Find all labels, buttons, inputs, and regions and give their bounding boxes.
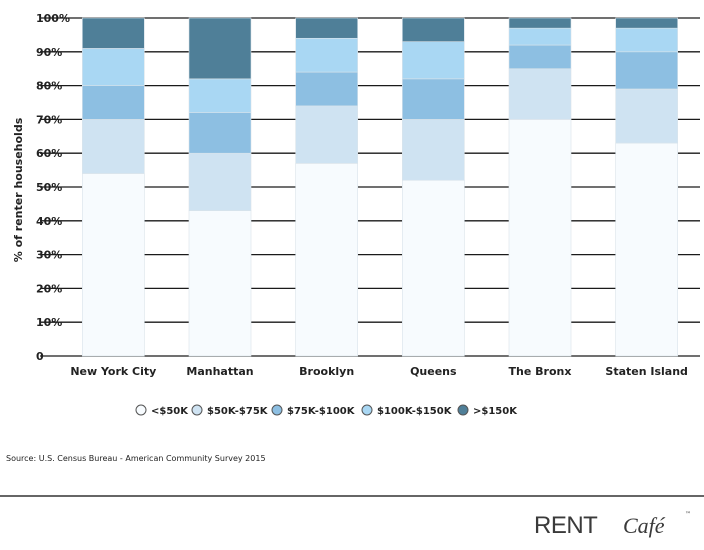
bar-segment — [402, 119, 465, 181]
logo-trademark: ™ — [685, 511, 691, 518]
legend-swatch — [135, 404, 147, 416]
bar-segment — [615, 17, 678, 29]
y-tick-label: 80% — [36, 80, 62, 93]
logo-cafe-text: Café — [623, 513, 666, 538]
bar-segment — [295, 17, 358, 39]
bar-segment — [508, 68, 572, 120]
bar-segment — [82, 119, 145, 174]
bar-segment — [295, 71, 358, 107]
category-label: Manhattan — [186, 365, 253, 378]
y-tick-label: 100% — [36, 12, 70, 25]
y-axis: 0 10% 20% 30% 40% 50% 60% 70% 80% 90% 100% — [36, 12, 70, 363]
logo-rent-text: RENT — [534, 512, 598, 539]
y-tick-label: 40% — [36, 215, 62, 228]
bar-segment — [188, 78, 252, 113]
bar-segment — [188, 210, 252, 357]
category-label: New York City — [70, 365, 156, 378]
grid-lines — [40, 17, 700, 357]
legend-label: $75K-$100K — [287, 406, 356, 417]
legend-label: <$50K — [151, 406, 189, 417]
bar-segment — [295, 163, 358, 357]
bar-segment — [402, 41, 465, 80]
y-tick-label: 10% — [36, 316, 62, 329]
y-tick-label: 70% — [36, 113, 62, 126]
bar-segment — [82, 48, 145, 86]
legend-swatch — [457, 404, 469, 416]
bar-segment — [188, 152, 252, 211]
legend-swatch — [361, 404, 373, 416]
y-tick-label: 60% — [36, 147, 62, 160]
bar-segment — [615, 27, 678, 53]
y-tick-label: 0 — [36, 350, 44, 363]
y-tick-label: 20% — [36, 282, 62, 295]
x-axis: New York City Manhattan Brooklyn Queens The … — [70, 365, 688, 378]
rentcafe-logo: RENT Café ™ — [534, 511, 691, 539]
bars — [82, 17, 678, 357]
legend: <$50K $50K-$75K $75K-$100K $100K-$150K >$150… — [135, 404, 518, 417]
category-label: Staten Island — [605, 365, 688, 378]
bar-segment — [508, 17, 572, 29]
category-label: The Bronx — [509, 365, 572, 378]
y-tick-label: 50% — [36, 181, 62, 194]
bar-segment — [615, 142, 678, 357]
source-note: Source: U.S. Census Bureau - American Co… — [6, 454, 266, 463]
bar-segment — [295, 105, 358, 164]
bar-segment — [615, 88, 678, 144]
bar-segment — [508, 27, 572, 46]
y-tick-label: 30% — [36, 249, 62, 262]
legend-label: $100K-$150K — [377, 406, 453, 417]
category-label: Brooklyn — [299, 365, 354, 378]
bar-segment — [402, 78, 465, 120]
bar-segment — [508, 119, 572, 357]
bar-segment — [82, 173, 145, 357]
category-label: Queens — [410, 365, 457, 378]
bar-segment — [82, 85, 145, 120]
y-tick-label: 90% — [36, 46, 62, 59]
legend-label: >$150K — [473, 406, 518, 417]
bar-segment — [188, 112, 252, 154]
bar-segment — [508, 44, 572, 70]
legend-swatch — [271, 404, 283, 416]
y-axis-label: % of renter households — [12, 117, 25, 262]
legend-swatch — [191, 404, 203, 416]
bar-segment — [402, 17, 465, 42]
bar-segment — [615, 51, 678, 90]
legend-label: $50K-$75K — [207, 406, 269, 417]
bar-segment — [402, 179, 465, 357]
bar-segment — [295, 37, 358, 73]
bar-segment — [82, 17, 145, 49]
bar-segment — [188, 17, 252, 80]
